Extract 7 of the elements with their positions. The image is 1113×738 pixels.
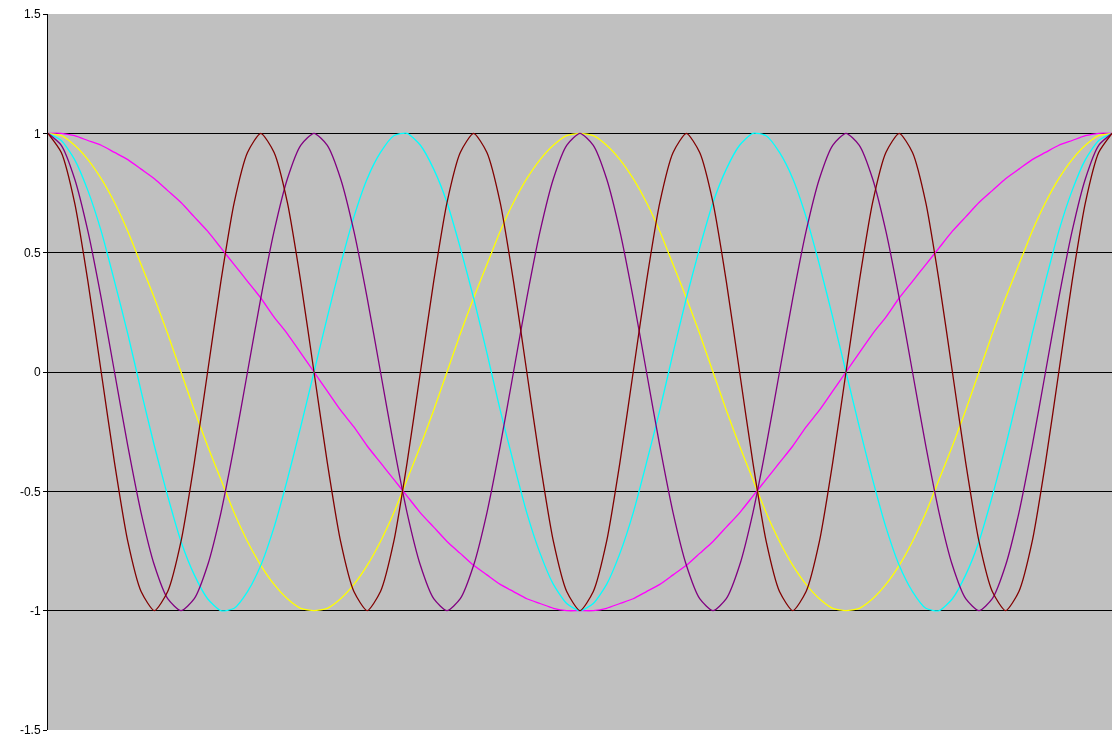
y-tick-label: -1 bbox=[29, 603, 41, 618]
y-tick-label: -1.5 bbox=[19, 723, 41, 738]
y-tick-label: 1.5 bbox=[23, 7, 41, 22]
y-tick-label: 0.5 bbox=[23, 245, 41, 260]
y-tick-label: 0 bbox=[33, 365, 41, 380]
y-tick-label: 1 bbox=[33, 126, 41, 141]
y-tick-label: -0.5 bbox=[19, 484, 41, 499]
